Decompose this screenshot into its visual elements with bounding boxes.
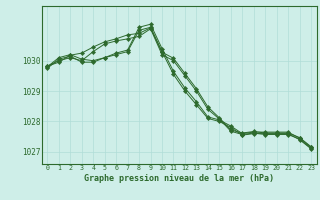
X-axis label: Graphe pression niveau de la mer (hPa): Graphe pression niveau de la mer (hPa) <box>84 174 274 183</box>
